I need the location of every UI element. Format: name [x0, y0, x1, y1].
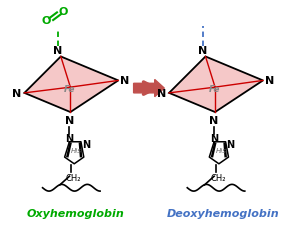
Text: N: N: [65, 115, 74, 125]
Text: N: N: [120, 76, 129, 86]
Text: N: N: [210, 133, 218, 143]
FancyArrow shape: [134, 80, 164, 97]
Text: N: N: [53, 46, 63, 56]
Text: N: N: [226, 139, 235, 149]
Text: N: N: [82, 139, 90, 149]
Text: Fe: Fe: [208, 84, 220, 93]
Text: His: His: [215, 148, 226, 154]
Polygon shape: [24, 57, 118, 113]
Text: O: O: [59, 7, 68, 17]
Text: CH₂: CH₂: [65, 173, 81, 182]
Text: N: N: [12, 89, 21, 99]
Text: N: N: [198, 46, 207, 56]
Text: Fe: Fe: [64, 84, 75, 93]
Text: N: N: [210, 115, 219, 125]
Text: N: N: [65, 133, 74, 143]
Text: His: His: [71, 148, 81, 154]
Text: CH₂: CH₂: [210, 173, 226, 182]
Polygon shape: [169, 57, 263, 113]
Text: O: O: [42, 16, 51, 26]
Text: Oxyhemoglobin: Oxyhemoglobin: [26, 208, 124, 218]
Text: Deoxyhemoglobin: Deoxyhemoglobin: [166, 208, 279, 218]
Text: N: N: [265, 76, 274, 86]
Text: N: N: [157, 89, 166, 99]
